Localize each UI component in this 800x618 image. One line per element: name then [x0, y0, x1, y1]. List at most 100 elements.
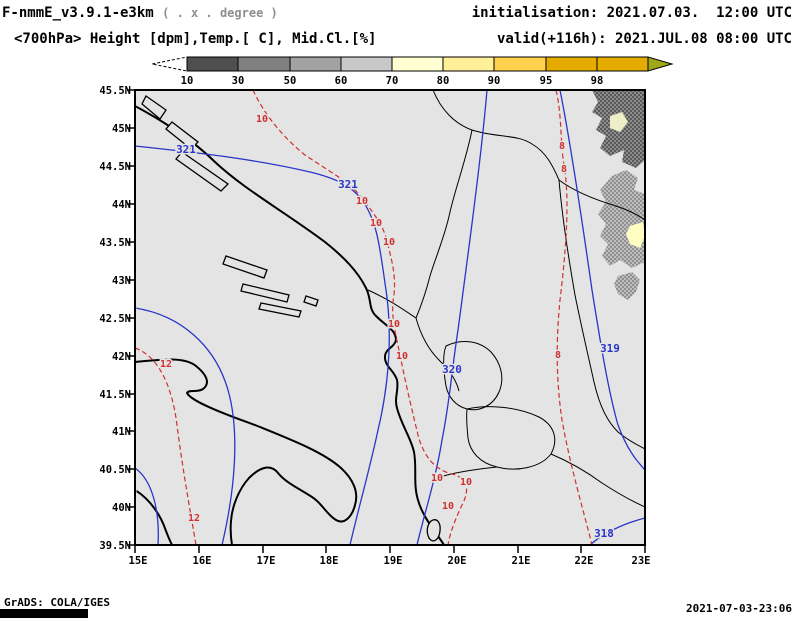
height-contours	[135, 90, 645, 545]
colorbar-segment	[545, 56, 598, 72]
colorbar-left-arrow	[151, 56, 188, 72]
colorbar-segment	[289, 56, 342, 72]
temp-label: 10	[396, 351, 408, 362]
lat-label: 40N	[112, 502, 131, 514]
island	[258, 302, 302, 318]
coastline-italy-adriatic	[135, 358, 358, 545]
colorbar-tick: 60	[335, 75, 348, 87]
temp-label: 10	[383, 237, 395, 248]
height-label: 319	[600, 342, 620, 355]
cloud-shading	[592, 90, 645, 300]
model-resolution-note: ( . x . degree )	[162, 6, 278, 20]
coastlines	[135, 95, 445, 545]
country-border	[415, 129, 473, 319]
country-border	[367, 289, 417, 319]
temp-label: 10	[370, 218, 382, 229]
colorbar-tick: 90	[488, 75, 501, 87]
temp-label: 10	[388, 319, 400, 330]
height-contour-320	[416, 90, 488, 545]
colorbar-segment	[493, 56, 547, 72]
lon-label: 15E	[129, 555, 148, 567]
height-contour-319	[559, 90, 645, 471]
height-label: 321	[338, 178, 358, 191]
colorbar-tick: 80	[437, 75, 450, 87]
lat-label: 43.5N	[99, 237, 131, 249]
country-border	[439, 466, 498, 478]
colorbar-tick: 30	[232, 75, 245, 87]
island-corfu	[426, 519, 441, 542]
colorbar-tick: 70	[386, 75, 399, 87]
lat-label: 45N	[112, 123, 131, 135]
temp-label: 8	[561, 164, 567, 175]
coastline-balkans	[135, 105, 445, 545]
colorbar-tick: 10	[181, 75, 194, 87]
colorbar-tick: 50	[284, 75, 297, 87]
colorbar: 10 30 50 60 70 80 90 95 98	[151, 56, 674, 87]
lat-label: 39.5N	[99, 540, 131, 552]
colorbar-segment	[391, 56, 444, 72]
lat-label: 43N	[112, 275, 131, 287]
temp-label: 8	[559, 141, 565, 152]
lon-label: 20E	[448, 555, 467, 567]
cloud-shading-patch	[610, 112, 628, 132]
height-contour-labels: 321 321 322 323 320 319 318	[116, 142, 621, 542]
bottom-left-black-bar	[0, 609, 88, 618]
temp-label: 10	[356, 196, 368, 207]
height-contour-318	[589, 517, 645, 545]
lat-label: 42N	[112, 351, 131, 363]
lon-label: 17E	[257, 555, 276, 567]
initialisation-time: initialisation: 2021.07.03. 12:00 UTC	[471, 5, 792, 21]
country-borders	[367, 90, 645, 508]
height-contour-322	[135, 307, 236, 545]
height-label: 320	[442, 363, 462, 376]
colorbar-segment	[237, 56, 291, 72]
lon-axis-labels: 15E 16E 17E 18E 19E 20E 21E 22E 23E	[129, 555, 651, 567]
colorbar-tick-labels: 10 30 50 60 70 80 90 95 98	[181, 75, 604, 87]
lat-label: 45.5N	[99, 85, 131, 97]
colorbar-tick: 95	[540, 75, 553, 87]
height-contour-323	[135, 467, 159, 545]
country-border	[415, 317, 460, 392]
model-title: F-nmmE_v3.9.1-e3km ( . x . degree )	[2, 5, 278, 21]
colorbar-segment	[442, 56, 495, 72]
valid-time: valid(+116h): 2021.JUL.08 08:00 UTC	[496, 31, 792, 47]
colorbar-tick: 98	[591, 75, 604, 87]
lon-label: 22E	[575, 555, 594, 567]
temp-label: 10	[256, 114, 268, 125]
lat-label: 42.5N	[99, 313, 131, 325]
temp-label: 8	[555, 350, 561, 361]
height-label: 323	[116, 483, 136, 496]
lat-axis-labels: 45.5N 45N 44.5N 44N 43.5N 43N 42.5N 42N …	[99, 85, 131, 552]
temp-label: 12	[160, 359, 172, 370]
island	[175, 151, 230, 192]
island	[165, 121, 199, 150]
colorbar-segment	[340, 56, 393, 72]
lon-label: 23E	[632, 555, 651, 567]
grads-credit: GrADS: COLA/IGES	[4, 596, 110, 609]
model-name: F-nmmE_v3.9.1-e3km	[2, 5, 154, 21]
temp-label: 10	[442, 501, 454, 512]
lat-label: 40.5N	[99, 464, 131, 476]
country-border	[550, 453, 645, 508]
field-title: <700hPa> Height [dpm],Temp.[ C], Mid.Cl.…	[14, 31, 377, 47]
temp-contour-10	[252, 90, 468, 545]
creation-timestamp: 2021-07-03-23:06	[686, 602, 792, 615]
temperature-contours	[135, 90, 593, 545]
temp-label: 12	[188, 513, 200, 524]
temp-contour-12	[135, 347, 197, 545]
height-contour-321	[135, 145, 390, 545]
lat-label: 44N	[112, 199, 131, 211]
cloud-shading-patch	[626, 222, 645, 248]
temp-label: 10	[431, 473, 443, 484]
lat-label: 41N	[112, 426, 131, 438]
lon-label: 21E	[512, 555, 531, 567]
island	[222, 255, 268, 279]
colorbar-right-arrow	[647, 56, 674, 72]
country-border	[558, 179, 645, 450]
island	[303, 295, 319, 307]
island	[141, 95, 167, 120]
colorbar-segment	[596, 56, 649, 72]
lon-axis-ticks	[134, 545, 646, 553]
country-border	[466, 406, 556, 470]
